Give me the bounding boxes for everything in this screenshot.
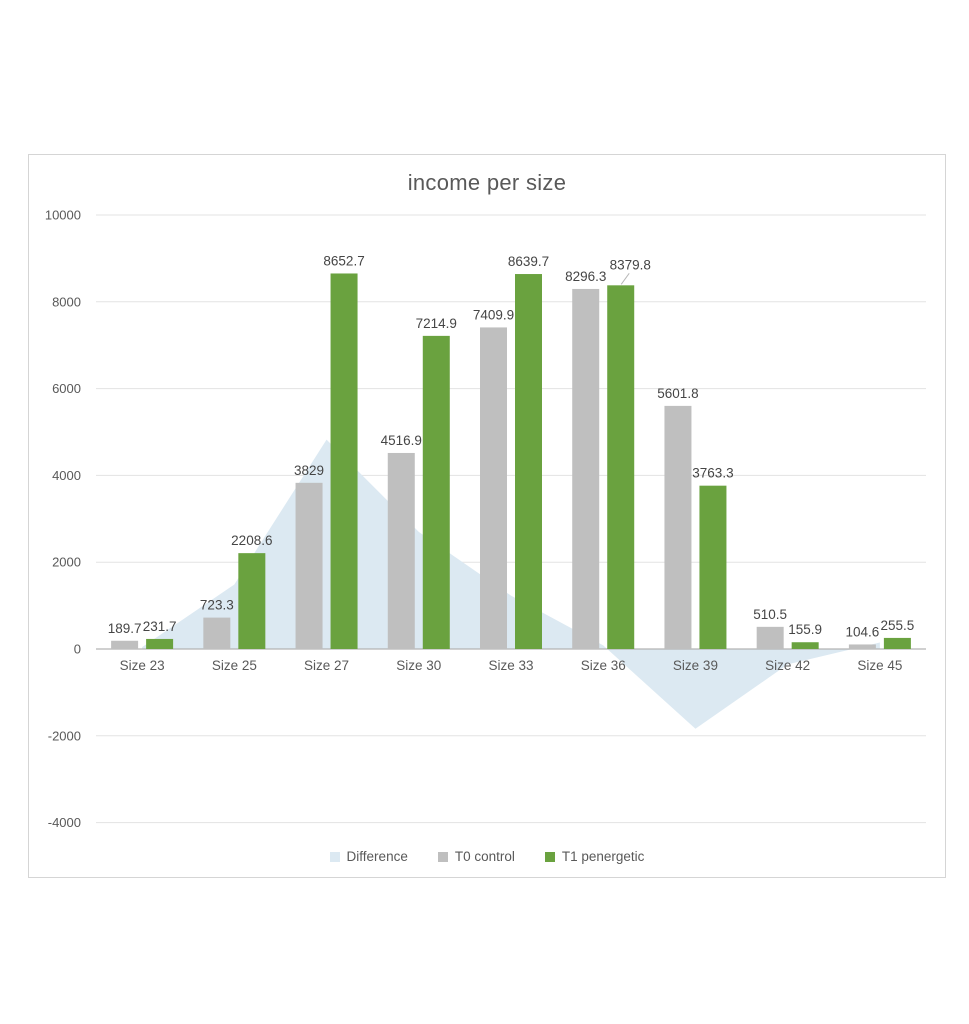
data-label-t0-size-33: 7409.9 (473, 307, 514, 322)
bar-t0-control-size-33 (480, 327, 507, 649)
area-series-difference (142, 439, 880, 729)
legend-label-difference: Difference (346, 849, 408, 864)
legend-label-t1-penergetic: T1 penergetic (561, 849, 645, 864)
y-axis-label-0: 0 (74, 642, 81, 657)
legend: Difference T0 control T1 penergetic (29, 849, 945, 864)
legend-swatch-t0-control-icon (437, 851, 448, 862)
x-axis-label-size-25: Size 25 (212, 658, 257, 673)
x-axis-label-size-30: Size 30 (396, 658, 441, 673)
bar-t0-control-size-42 (756, 626, 784, 649)
data-label-t1-size-39: 3763.3 (692, 466, 733, 481)
data-label-t0-size-23: 189.7 (108, 621, 142, 636)
data-label-t1-size-36: 8379.8 (610, 257, 651, 272)
y-axis-label-4000: 4000 (52, 468, 81, 483)
bar-t0-control-size-36 (572, 288, 600, 649)
bar-t1-penergetic-size-36 (607, 285, 635, 649)
data-label-t1-size-25: 2208.6 (231, 533, 272, 548)
data-label-t0-size-45: 104.6 (845, 624, 879, 639)
bar-t1-penergetic-size-45 (883, 637, 911, 649)
data-label-t1-size-30: 7214.9 (416, 316, 457, 331)
y-axis-label--4000: -4000 (48, 815, 81, 830)
bar-t0-control-size-23 (111, 640, 139, 649)
x-axis-label-size-23: Size 23 (120, 658, 165, 673)
bar-t1-penergetic-size-27 (330, 273, 358, 649)
y-axis-label--2000: -2000 (48, 728, 81, 743)
legend-label-t0-control: T0 control (454, 849, 515, 864)
x-axis-label-size-27: Size 27 (304, 658, 349, 673)
data-label-t0-size-25: 723.3 (200, 598, 234, 613)
data-label-t1-size-45: 255.5 (880, 618, 914, 633)
data-label-t1-size-27: 8652.7 (323, 253, 364, 268)
y-axis-label-2000: 2000 (52, 555, 81, 570)
data-label-t0-size-30: 4516.9 (381, 433, 422, 448)
bar-t0-control-size-27 (295, 482, 323, 649)
x-axis-label-size-39: Size 39 (673, 658, 718, 673)
chart-title: income per size (407, 170, 567, 195)
data-label-t0-size-27: 3829 (294, 463, 324, 478)
legend-swatch-t1-penergetic-icon (544, 851, 555, 862)
data-label-t0-size-42: 510.5 (753, 607, 787, 622)
data-label-t1-size-33: 8639.7 (508, 254, 549, 269)
chart-card: income per size 10000 8000 6000 4000 2000 0 -2… (28, 154, 946, 878)
x-axis-label-size-42: Size 42 (765, 658, 810, 673)
bar-t0-control-size-25 (203, 617, 231, 649)
legend-item-t1-penergetic: T1 penergetic (544, 849, 645, 864)
data-label-t0-size-36: 8296.3 (565, 269, 606, 284)
y-axis-label-6000: 6000 (52, 381, 81, 396)
bar-t0-control-size-30 (387, 452, 415, 649)
bar-t1-penergetic-size-30 (422, 335, 450, 649)
legend-item-t0-control: T0 control (437, 849, 515, 864)
bar-t0-control-size-39 (664, 405, 692, 649)
data-label-t1-size-42: 155.9 (788, 622, 822, 637)
bar-t1-penergetic-size-42 (791, 642, 819, 649)
bar-t1-penergetic-size-23 (146, 638, 174, 649)
chart-canvas: 10000 8000 6000 4000 2000 0 -2000 -4000 189.7 231… (45, 208, 926, 830)
bar-t1-penergetic-size-33 (515, 274, 542, 649)
x-axis-label-size-33: Size 33 (488, 658, 533, 673)
data-label-t0-size-39: 5601.8 (657, 386, 698, 401)
leader-line-t1-size-36 (620, 273, 630, 285)
y-axis-label-8000: 8000 (52, 294, 81, 309)
bar-t0-control-size-45 (848, 644, 876, 649)
y-axis-label-10000: 10000 (45, 208, 81, 223)
x-axis-label-size-45: Size 45 (857, 658, 902, 673)
bar-t1-penergetic-size-25 (238, 553, 266, 649)
x-axis-label-size-36: Size 36 (581, 658, 626, 673)
legend-swatch-difference-icon (329, 851, 340, 862)
data-label-t1-size-23: 231.7 (143, 619, 177, 634)
legend-item-difference: Difference (329, 849, 408, 864)
bar-t1-penergetic-size-39 (699, 485, 727, 649)
